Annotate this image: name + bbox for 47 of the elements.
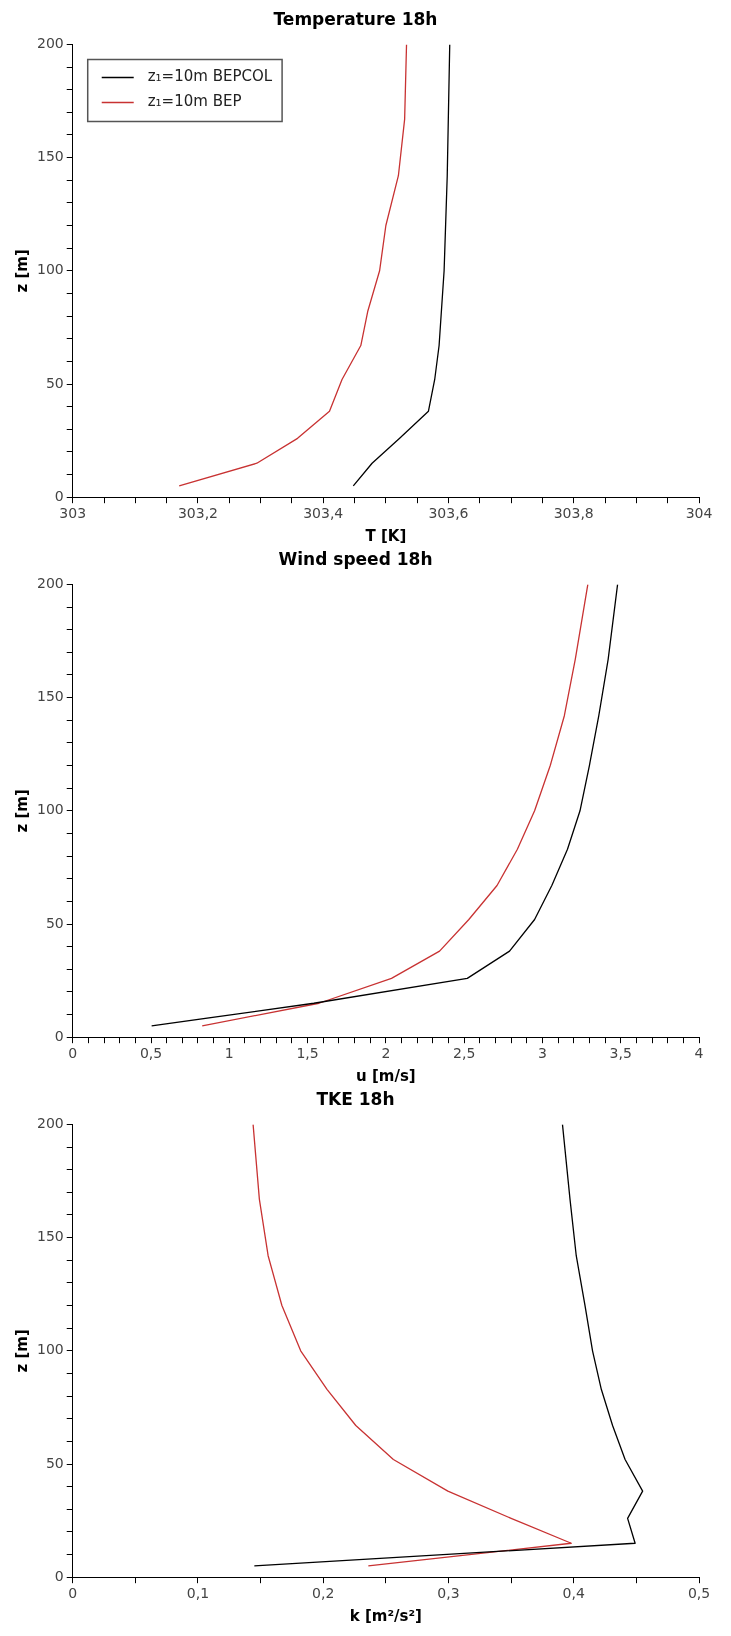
- y-tick-label: 200: [36, 35, 64, 52]
- x-tick-label: 303: [59, 505, 87, 522]
- x-tick-label: 0: [68, 1585, 78, 1602]
- x-tick-label: 3,5: [609, 1045, 632, 1062]
- x-tick-label: 0,5: [139, 1045, 163, 1062]
- y-tick-label: 0: [54, 1567, 64, 1584]
- x-tick-label: 1,5: [296, 1045, 319, 1062]
- y-tick-label: 200: [36, 1115, 64, 1132]
- x-tick-label: 304: [685, 505, 713, 522]
- y-tick-label: 200: [36, 575, 64, 592]
- y-tick-label: 150: [36, 148, 64, 165]
- x-tick-label: 0,5: [687, 1585, 711, 1602]
- x-tick-label: 303,2: [177, 505, 219, 522]
- x-tick-label: 303,4: [303, 505, 344, 522]
- x-tick-label: 4: [694, 1045, 704, 1062]
- y-tick-label: 100: [36, 801, 64, 818]
- y-tick-label: 50: [45, 1454, 64, 1471]
- x-tick-label: 0: [68, 1045, 78, 1062]
- x-axis-title: u [m/s]: [356, 1066, 416, 1085]
- y-tick-label: 0: [54, 1027, 64, 1044]
- y-axis-title: z [m]: [12, 789, 31, 833]
- x-tick-label: 303,6: [428, 505, 469, 522]
- y-tick-label: 50: [45, 914, 64, 931]
- chart-title: Wind speed 18h: [278, 548, 433, 569]
- y-tick-label: 50: [45, 374, 64, 391]
- y-tick-label: 100: [36, 261, 64, 278]
- x-tick-label: 2: [381, 1045, 391, 1062]
- x-tick-label: 2,5: [453, 1045, 476, 1062]
- x-tick-label: 0,2: [312, 1585, 335, 1602]
- y-tick-label: 150: [36, 688, 64, 705]
- x-tick-label: 0,1: [186, 1585, 210, 1602]
- y-tick-label: 150: [36, 1228, 64, 1245]
- x-tick-label: 3: [537, 1045, 547, 1062]
- y-axis-title: z [m]: [12, 249, 31, 293]
- y-axis-title: z [m]: [12, 1329, 31, 1373]
- x-axis-title: T [K]: [365, 526, 407, 545]
- y-tick-label: 100: [36, 1341, 64, 1358]
- chart-title: TKE 18h: [316, 1088, 395, 1109]
- x-tick-label: 0,3: [437, 1585, 460, 1602]
- legend-label: z₁=10m BEP: [147, 92, 242, 111]
- x-tick-label: 303,8: [553, 505, 594, 522]
- y-tick-label: 0: [54, 487, 64, 504]
- x-axis-title: k [m²/s²]: [349, 1606, 422, 1625]
- x-tick-label: 1: [224, 1045, 234, 1062]
- x-tick-label: 0,4: [562, 1585, 585, 1602]
- legend-label: z₁=10m BEPCOL: [147, 67, 273, 86]
- chart-title: Temperature 18h: [273, 8, 438, 29]
